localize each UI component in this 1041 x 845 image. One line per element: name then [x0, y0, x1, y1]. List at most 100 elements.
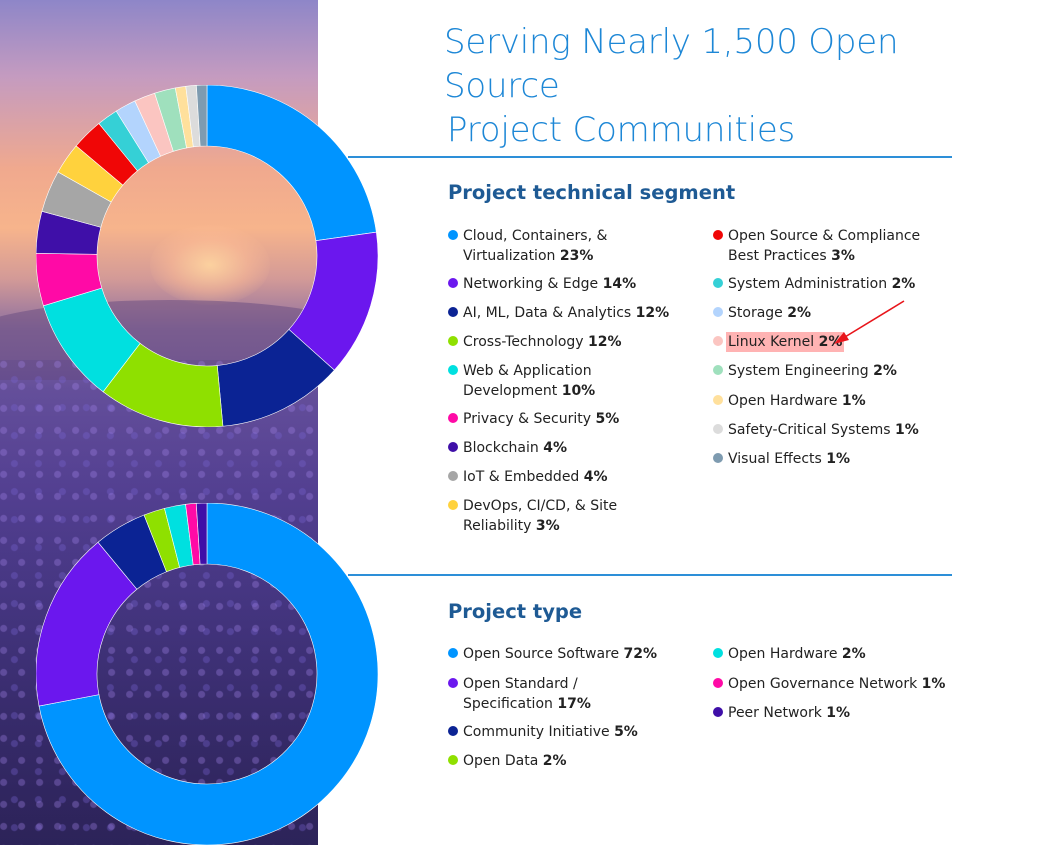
legend-swatch — [448, 336, 458, 346]
legend-label: Cross-Technology — [463, 334, 584, 350]
legend-item-networking-edge: Networking & Edge 14% — [448, 274, 636, 294]
red-arrow-annotation — [834, 300, 905, 344]
legend-percent: 2% — [787, 305, 812, 321]
legend-swatch — [448, 678, 458, 688]
section-divider-segment — [348, 156, 952, 158]
legend-percent: 4% — [543, 440, 568, 456]
technical-segment-donut-chart — [36, 85, 378, 427]
legend-item-open-data: Open Data 2% — [448, 751, 567, 771]
legend-item-safety-critical-systems: Safety-Critical Systems 1% — [713, 420, 919, 440]
legend-label: Best Practices — [728, 248, 827, 264]
page-title: Serving Nearly 1,500 Open Source Project… — [444, 20, 984, 152]
legend-text: Peer Network 1% — [728, 703, 850, 723]
legend-item-privacy-security: Privacy & Security 5% — [448, 409, 619, 429]
legend-item-storage: Storage 2% — [713, 303, 811, 323]
legend-label: Open Source & Compliance — [728, 228, 921, 244]
legend-text: AI, ML, Data & Analytics 12% — [463, 303, 669, 323]
legend-text: Safety-Critical Systems 1% — [728, 420, 919, 440]
legend-item-blockchain: Blockchain 4% — [448, 438, 567, 458]
legend-swatch — [713, 648, 723, 658]
legend-text: IoT & Embedded 4% — [463, 467, 608, 487]
legend-item-community-initiative: Community Initiative 5% — [448, 722, 638, 742]
donut-slice-visual-effects — [196, 85, 208, 147]
legend-text: Open Standard / Specification 17% — [463, 674, 591, 714]
legend-label: AI, ML, Data & Analytics — [463, 305, 632, 321]
legend-item-linux-kernel: Linux Kernel 2% — [713, 332, 845, 352]
legend-swatch — [448, 230, 458, 240]
legend-text: System Administration 2% — [728, 274, 915, 294]
legend-item-ai-ml-data-analytics: AI, ML, Data & Analytics 12% — [448, 303, 669, 323]
legend-item-open-source-software: Open Source Software 72% — [448, 644, 657, 664]
page-title-line-2: Project Communities — [447, 110, 796, 150]
legend-label: Privacy & Security — [463, 411, 591, 427]
legend-swatch — [448, 471, 458, 481]
legend-text: Blockchain 4% — [463, 438, 567, 458]
legend-percent: 10% — [561, 383, 596, 399]
section-divider-type — [348, 574, 952, 576]
legend-text: Storage 2% — [728, 303, 811, 323]
legend-item-cloud-containers-virtualization: Cloud, Containers, & Virtualization 23% — [448, 226, 607, 266]
legend-percent: 14% — [602, 276, 637, 292]
legend-label: Open Source Software — [463, 646, 620, 662]
legend-text: Visual Effects 1% — [728, 449, 850, 469]
legend-label: Networking & Edge — [463, 276, 599, 292]
legend-percent: 2% — [841, 646, 866, 662]
legend-swatch — [713, 453, 723, 463]
donut-slice-open-source-software — [38, 503, 378, 845]
legend-text: Privacy & Security 5% — [463, 409, 619, 429]
legend-item-open-source-compliance-best-practices: Open Source & Compliance Best Practices 3… — [713, 226, 920, 266]
legend-swatch — [713, 278, 723, 288]
legend-item-devops-ci-cd-site-reliability: DevOps, CI/CD, & Site Reliability 3% — [448, 496, 617, 536]
legend-text: DevOps, CI/CD, & Site Reliability 3% — [463, 496, 617, 536]
legend-item-peer-network: Peer Network 1% — [713, 703, 850, 723]
legend-text: Open Source & Compliance Best Practices 3… — [728, 226, 920, 266]
segment-heading: Project technical segment — [448, 181, 736, 204]
donut-slice-peer-network — [195, 503, 208, 565]
legend-text: Open Hardware 2% — [728, 644, 866, 664]
legend-percent: 5% — [595, 411, 620, 427]
legend-swatch — [448, 755, 458, 765]
legend-swatch — [448, 307, 458, 317]
legend-item-system-engineering: System Engineering 2% — [713, 361, 897, 381]
legend-label: Specification — [463, 696, 553, 712]
legend-swatch — [448, 442, 458, 452]
legend-item-open-governance-network: Open Governance Network 1% — [713, 674, 945, 694]
legend-percent: 1% — [921, 676, 946, 692]
legend-swatch — [713, 307, 723, 317]
legend-swatch — [448, 413, 458, 423]
legend-item-visual-effects: Visual Effects 1% — [713, 449, 850, 469]
legend-swatch — [713, 336, 723, 346]
legend-percent: 12% — [588, 334, 622, 350]
legend-item-cross-technology: Cross-Technology 12% — [448, 332, 622, 352]
legend-swatch — [713, 678, 723, 688]
legend-text: Open Hardware 1% — [728, 391, 866, 411]
donut-slice-cloud-containers-virtualization — [206, 85, 377, 241]
legend-text: Open Governance Network 1% — [728, 674, 945, 694]
legend-swatch — [448, 278, 458, 288]
type-heading: Project type — [448, 600, 583, 623]
legend-percent: 17% — [557, 696, 591, 712]
legend-label: Cloud, Containers, & — [463, 228, 608, 244]
legend-percent: 1% — [841, 393, 866, 409]
legend-percent: 2% — [818, 334, 843, 350]
legend-text: Networking & Edge 14% — [463, 274, 636, 294]
legend-label: Open Hardware — [728, 393, 838, 409]
legend-text: System Engineering 2% — [728, 361, 897, 381]
legend-item-iot-embedded: IoT & Embedded 4% — [448, 467, 608, 487]
project-type-donut-chart — [36, 503, 378, 845]
legend-label: IoT & Embedded — [463, 469, 580, 485]
legend-percent: 1% — [894, 422, 919, 438]
legend-text: Web & Application Development 10% — [463, 361, 595, 401]
legend-percent: 2% — [891, 276, 916, 292]
legend-label: Blockchain — [463, 440, 539, 456]
legend-item-web-application-development: Web & Application Development 10% — [448, 361, 595, 401]
legend-label: Open Standard / — [463, 676, 578, 692]
legend-percent: 72% — [623, 646, 658, 662]
page-title-line-1: Serving Nearly 1,500 Open Source — [444, 22, 899, 106]
legend-label: DevOps, CI/CD, & Site — [463, 498, 618, 514]
legend-percent: 3% — [831, 248, 855, 264]
legend-percent: 3% — [535, 518, 560, 534]
legend-swatch — [448, 726, 458, 736]
legend-item-system-administration: System Administration 2% — [713, 274, 915, 294]
sunset-glow — [150, 225, 270, 305]
